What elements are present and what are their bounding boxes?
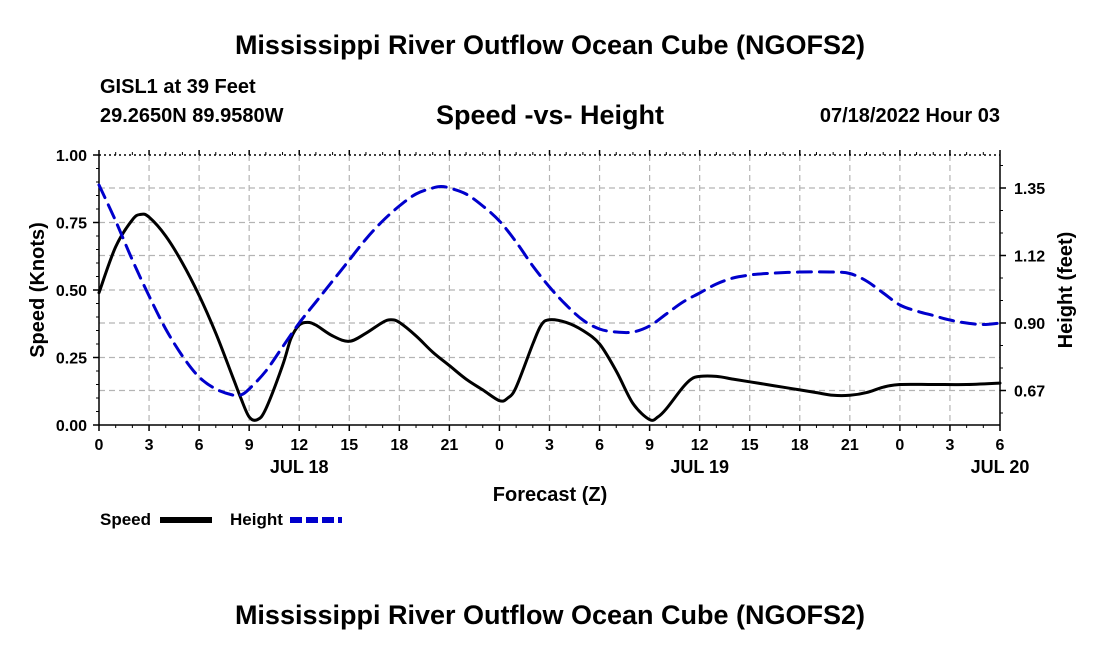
y-left-tick-label: 0.00	[56, 418, 87, 435]
speed-series-line	[97, 212, 1002, 422]
x-tick-label: 0	[95, 437, 104, 454]
date-label: JUL 20	[971, 457, 1030, 477]
station-label: GISL1 at 39 Feet	[100, 76, 256, 98]
y-left-tick-label: 0.75	[56, 216, 87, 233]
x-tick-label: 21	[440, 437, 458, 454]
x-tick-label: 18	[390, 437, 408, 454]
x-tick-label: 9	[245, 437, 254, 454]
station-coordinates: 29.2650N 89.9580W	[100, 105, 284, 127]
x-tick-label: 21	[841, 437, 859, 454]
date-label: JUL 19	[670, 457, 729, 477]
x-tick-label: 6	[195, 437, 204, 454]
y-right-tick-label: 0.90	[1014, 316, 1045, 333]
x-tick-label: 9	[645, 437, 654, 454]
x-tick-label: 3	[145, 437, 154, 454]
x-tick-label: 3	[545, 437, 554, 454]
axis-ticks: 0 3 6 9 12 15 18 21 0 3 6 9 12 15 18 21 0 3 6 JUL 18 JUL 19 J…	[56, 148, 1045, 477]
x-tick-label: 12	[290, 437, 308, 454]
chart-subtitle: Speed -vs- Height	[435, 100, 665, 130]
legend-height-label: Height	[230, 510, 283, 529]
x-tick-label: 0	[895, 437, 904, 454]
forecast-datetime: 07/18/2022 Hour 03	[819, 105, 1000, 127]
y-right-tick-label: 1.12	[1014, 249, 1045, 266]
grid	[99, 155, 1000, 425]
x-tick-label: 15	[340, 437, 358, 454]
y-right-tick-label: 0.67	[1014, 384, 1045, 401]
y-left-tick-label: 1.00	[56, 148, 87, 165]
x-tick-label: 3	[945, 437, 954, 454]
x-tick-label: 18	[791, 437, 809, 454]
x-tick-label: 6	[996, 437, 1005, 454]
y-axis-left-label: Speed (Knots)	[27, 222, 49, 358]
y-right-tick-label: 1.35	[1014, 181, 1045, 198]
y-axis-right-label: Height (feet)	[1055, 232, 1077, 349]
legend-speed-label: Speed	[100, 510, 151, 529]
x-tick-label: 12	[691, 437, 709, 454]
x-axis-label: Forecast (Z)	[493, 484, 607, 506]
x-tick-label: 15	[741, 437, 759, 454]
date-label: JUL 18	[270, 457, 329, 477]
x-tick-label: 0	[495, 437, 504, 454]
y-left-tick-label: 0.50	[56, 283, 87, 300]
series-lines	[97, 183, 1002, 422]
height-series-line	[97, 183, 1002, 398]
legend: Speed Height	[100, 510, 342, 529]
x-tick-label: 6	[595, 437, 604, 454]
y-left-tick-label: 0.25	[56, 351, 87, 368]
chart-title: Mississippi River Outflow Ocean Cube (NG…	[234, 30, 866, 60]
footer-title: Mississippi River Outflow Ocean Cube (NG…	[234, 600, 866, 630]
